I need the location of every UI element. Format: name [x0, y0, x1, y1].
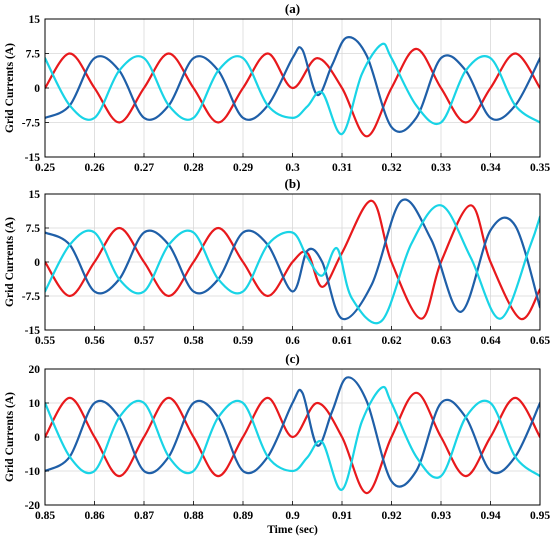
- x-tick-label: 0.91: [332, 510, 352, 522]
- y-tick-label: 0: [34, 432, 40, 444]
- y-tick-label: -20: [25, 500, 41, 512]
- y-tick-label: 15: [29, 189, 41, 201]
- series-line-3: [45, 385, 540, 491]
- x-tick-label: 0.93: [431, 510, 451, 522]
- x-tick-label: 0.9: [285, 510, 300, 522]
- y-tick-label: 10: [29, 398, 41, 410]
- x-axis-label: Time (sec): [267, 524, 318, 536]
- chart-panel-2: 0.55 0.56 0.57 0.58 0.59 0.6 0.61 0.62 0.63 0.64 0…: [4, 176, 550, 347]
- x-tick-label: 0.57: [134, 335, 154, 347]
- y-tick-label: 7.5: [26, 49, 41, 61]
- x-tick-label: 0.31: [332, 162, 352, 174]
- series-line-2: [45, 36, 540, 133]
- x-tick-label: 0.86: [84, 510, 104, 522]
- chart-panel-1: 0.25 0.26 0.27 0.28 0.29 0.3 0.31 0.32 0.33 0.34 0…: [4, 1, 550, 174]
- x-tick-label: 0.65: [530, 335, 550, 347]
- x-tick-label: 0.3: [285, 162, 300, 174]
- x-tick-label: 0.88: [183, 510, 203, 522]
- x-tick-label: 0.6: [285, 335, 300, 347]
- x-tick-label: 0.35: [530, 162, 550, 174]
- x-tick-label: 0.28: [183, 162, 203, 174]
- chart-panel-3: 0.85 0.86 0.87 0.88 0.89 0.9 0.91 0.92 0.93 0.94 0…: [4, 351, 550, 536]
- series-group: [45, 198, 540, 325]
- x-tick-label: 0.89: [233, 510, 253, 522]
- panel-title: (b): [285, 176, 301, 191]
- x-tick-label: 0.25: [35, 162, 55, 174]
- x-tick-label: 0.92: [381, 510, 401, 522]
- y-tick-label: -7.5: [22, 118, 40, 130]
- x-tick-label: 0.55: [35, 335, 55, 347]
- series-line-2: [45, 198, 540, 321]
- y-tick-label: 0: [34, 83, 40, 95]
- x-tick-label: 0.95: [530, 510, 550, 522]
- y-axis-label: Grid Currents (A): [4, 217, 16, 307]
- x-tick-label: 0.62: [381, 335, 401, 347]
- y-tick-label: 0: [34, 257, 40, 269]
- x-tick-label: 0.61: [332, 335, 352, 347]
- y-axis-label: Grid Currents (A): [4, 392, 16, 482]
- x-tick-label: 0.85: [35, 510, 55, 522]
- x-tick-label: 0.87: [134, 510, 154, 522]
- x-tick-label: 0.33: [431, 162, 451, 174]
- series-line-2: [45, 376, 540, 488]
- y-tick-label: -15: [25, 325, 41, 337]
- x-tick-label: 0.29: [233, 162, 253, 174]
- series-group: [45, 36, 540, 138]
- x-tick-label: 0.56: [84, 335, 104, 347]
- x-tick-label: 0.64: [480, 335, 500, 347]
- x-tick-label: 0.63: [431, 335, 451, 347]
- series-line-3: [45, 42, 540, 136]
- series-line-1: [45, 47, 540, 138]
- x-tick-label: 0.27: [134, 162, 154, 174]
- x-tick-label: 0.58: [183, 335, 203, 347]
- y-tick-label: -10: [25, 466, 41, 478]
- x-tick-label: 0.26: [84, 162, 104, 174]
- panel-title: (c): [285, 351, 299, 366]
- x-tick-label: 0.59: [233, 335, 253, 347]
- y-tick-label: -15: [25, 152, 41, 164]
- series-group: [45, 376, 540, 495]
- y-axis-label: Grid Currents (A): [4, 43, 16, 133]
- y-tick-label: 15: [29, 14, 41, 26]
- series-line-1: [45, 391, 540, 495]
- panel-title: (a): [285, 1, 300, 16]
- y-tick-label: 20: [29, 364, 41, 376]
- x-tick-label: 0.32: [381, 162, 401, 174]
- y-tick-label: -7.5: [22, 291, 40, 303]
- x-tick-label: 0.94: [480, 510, 500, 522]
- series-line-3: [45, 204, 540, 325]
- y-tick-label: 7.5: [26, 223, 41, 235]
- x-tick-label: 0.34: [480, 162, 500, 174]
